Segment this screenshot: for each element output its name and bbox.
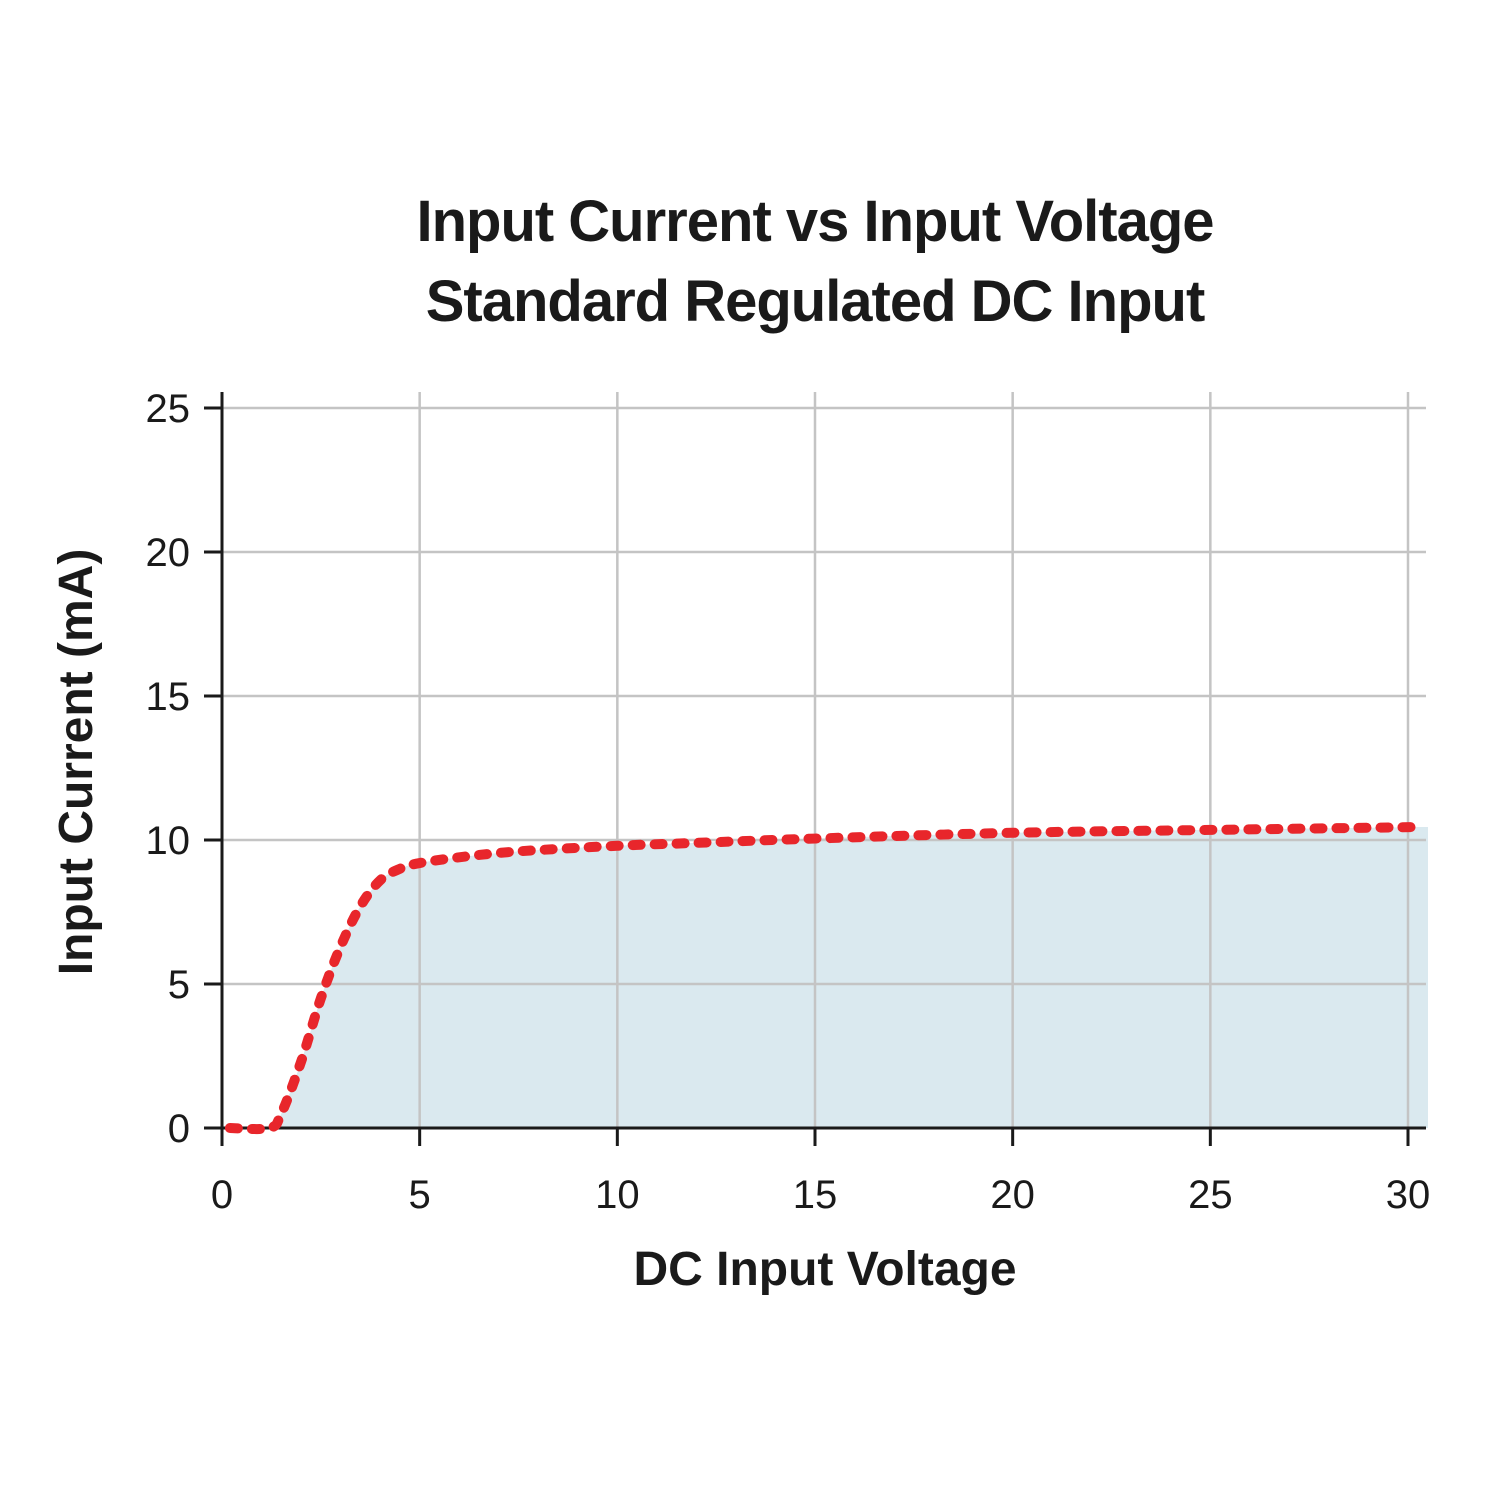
x-tick-label: 15 — [793, 1173, 838, 1217]
y-tick-label: 5 — [168, 963, 190, 1007]
grid-layer — [222, 392, 1426, 1128]
x-tick-label: 30 — [1386, 1173, 1431, 1217]
y-tick-label: 10 — [146, 819, 191, 863]
axis-layer — [204, 392, 1426, 1146]
chart-subtitle: Standard Regulated DC Input — [425, 269, 1206, 334]
y-tick-label: 0 — [168, 1107, 190, 1151]
x-tick-label: 10 — [595, 1173, 640, 1217]
chart-title-block: Input Current vs Input Voltage Standard … — [0, 182, 1500, 342]
series-line — [224, 822, 1425, 1135]
x-tick-label: 5 — [409, 1173, 431, 1217]
label-layer: 0 5 10 15 20 25 0 5 10 15 20 25 30 — [146, 387, 1431, 1217]
chart-title: Input Current vs Input Voltage — [416, 189, 1214, 254]
x-tick-label: 20 — [990, 1173, 1035, 1217]
y-tick-label: 20 — [146, 531, 191, 575]
area-layer — [229, 827, 1429, 1130]
x-tick-label: 25 — [1188, 1173, 1233, 1217]
y-tick-label: 15 — [146, 675, 191, 719]
x-tick-label: 0 — [211, 1173, 233, 1217]
series-area — [229, 827, 1429, 1130]
y-tick-label: 25 — [146, 387, 191, 431]
line-layer — [224, 822, 1425, 1135]
y-axis-title: Input Current (mA) — [50, 549, 103, 976]
x-axis-title: DC Input Voltage — [633, 1243, 1016, 1296]
